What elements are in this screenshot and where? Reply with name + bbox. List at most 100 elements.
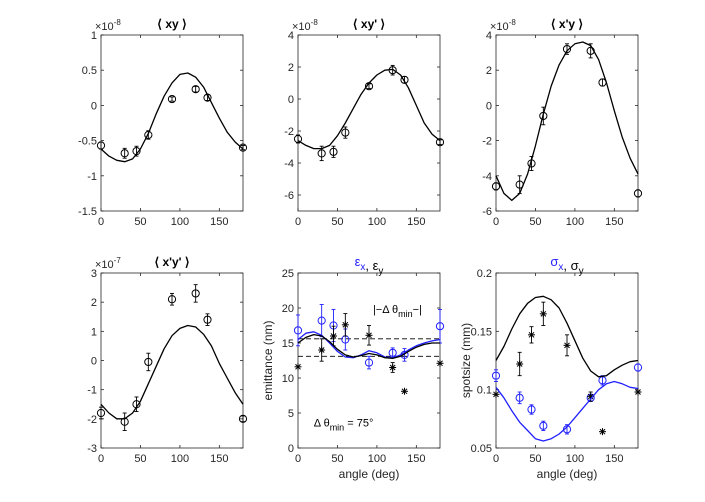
- fit-line-fit: [100, 324, 244, 420]
- y-tick-label: -0.5: [78, 136, 97, 148]
- y-tick-label: 0.5: [82, 65, 97, 77]
- star-stroke: [528, 331, 535, 338]
- y-axis-label: emittance (nm): [261, 320, 275, 400]
- data-point--x-measured: [515, 393, 524, 402]
- star-stroke: [318, 347, 325, 353]
- y-tick-label: 0.2: [477, 268, 492, 280]
- x-tick-label: 100: [368, 453, 386, 465]
- x-tick-label: 100: [171, 453, 189, 465]
- data-point-measured: [167, 295, 177, 304]
- data-point--x-measured: [491, 371, 501, 380]
- star-stroke: [599, 428, 606, 435]
- chart-title: ⟨ x'y' ⟩: [154, 255, 189, 269]
- x-tick-label: 50: [529, 453, 541, 465]
- chart-title: ⟨ x'y ⟩: [551, 17, 583, 31]
- data-point-measured: [191, 85, 200, 94]
- data-point--y-measured: [330, 332, 337, 340]
- data-point-measured: [120, 149, 129, 158]
- data-point-measured: [96, 408, 106, 418]
- data-point-measured: [341, 128, 350, 137]
- y-tick-label: 2: [91, 297, 97, 309]
- data-point-measured: [329, 147, 338, 156]
- y-tick-label: 15: [282, 338, 294, 350]
- y-tick-label: 0: [288, 443, 294, 455]
- y-tick-label: 4: [288, 30, 294, 42]
- x-tick-label: 50: [331, 453, 343, 465]
- y-tick-label: -2: [482, 136, 492, 148]
- data-point--y-measured: [389, 364, 397, 371]
- plot-area: [100, 34, 244, 212]
- exponent-label: ×10-8: [490, 18, 516, 33]
- x-tick-label: 100: [171, 216, 189, 228]
- annotation: Δ θmin = 75°: [314, 417, 374, 432]
- data-point-measured: [238, 143, 248, 152]
- data-point--y-measured: [492, 390, 500, 398]
- star-stroke: [587, 393, 594, 400]
- y-tick-label: 0: [91, 356, 97, 368]
- y-tick-label: -1: [87, 171, 97, 183]
- y-tick-label: 0.05: [471, 443, 492, 455]
- data-point--x-measured: [527, 405, 536, 414]
- x-tick-label: 0: [98, 216, 104, 228]
- y-tick-label: -6: [482, 206, 492, 218]
- y-tick-label: 10: [282, 373, 294, 385]
- data-point--y-measured: [401, 387, 408, 395]
- x-axis-label: angle (deg): [537, 467, 598, 481]
- y-tick-label: 0: [486, 100, 492, 112]
- x-tick-label: 0: [493, 216, 499, 228]
- star-stroke: [366, 332, 372, 339]
- y-tick-label: 20: [282, 303, 294, 315]
- y-tick-label: -6: [284, 190, 294, 202]
- data-point-measured: [144, 130, 153, 140]
- y-tick-label: 0: [91, 100, 97, 112]
- fit-line--y-fit: [297, 333, 440, 360]
- data-point--x-measured: [293, 326, 303, 335]
- x-tick-label: 50: [134, 453, 146, 465]
- y-tick-label: 1: [91, 326, 97, 338]
- y-tick-label: -2: [87, 414, 97, 426]
- star-stroke: [342, 321, 349, 328]
- y-tick-label: 0: [288, 94, 294, 106]
- data-point-measured: [633, 189, 643, 198]
- x-tick-label: 50: [331, 216, 343, 228]
- panel-p4: 0 50 100 150 -3 -2 -1 0 1 2 3×10-7 ⟨ x'y' ⟩: [87, 255, 248, 465]
- chart-title: εx, εy: [355, 254, 384, 277]
- star-stroke: [437, 360, 443, 367]
- star-stroke: [635, 389, 641, 395]
- fit-line--x-fit: [495, 380, 639, 442]
- x-tick-label: 150: [210, 216, 228, 228]
- chart-title: ⟨ xy ⟩: [157, 17, 186, 31]
- y-tick-label: -3: [87, 443, 97, 455]
- fit-line-fit: [495, 41, 639, 202]
- fit-line--y-fit: [495, 295, 639, 378]
- y-tick-label: -1.5: [78, 206, 97, 218]
- star-stroke: [330, 333, 337, 339]
- x-tick-label: 0: [295, 453, 301, 465]
- x-tick-label: 0: [493, 453, 499, 465]
- x-tick-label: 0: [98, 453, 104, 465]
- data-point-measured: [435, 138, 445, 147]
- chart-title: σx, σy: [550, 254, 583, 277]
- x-tick-label: 150: [407, 453, 425, 465]
- data-point-measured: [317, 149, 326, 158]
- data-point--x-measured: [364, 358, 374, 367]
- plot-area: [495, 272, 639, 449]
- data-point--x-measured: [435, 322, 445, 331]
- x-tick-label: 100: [566, 216, 584, 228]
- y-tick-label: 4: [486, 30, 492, 42]
- annotation: |−Δ θmin−|: [373, 304, 422, 319]
- data-point-measured: [293, 134, 303, 144]
- x-tick-label: 150: [210, 453, 228, 465]
- y-tick-label: 2: [486, 65, 492, 77]
- x-tick-label: 100: [368, 216, 386, 228]
- data-point--y-measured: [516, 360, 524, 368]
- star-stroke: [389, 364, 396, 371]
- y-tick-label: -2: [284, 126, 294, 138]
- exponent-label: ×10-7: [95, 256, 121, 271]
- data-point--y-measured: [634, 388, 642, 396]
- y-tick-label: -1: [87, 385, 97, 397]
- plot-area: [297, 34, 441, 212]
- data-point-measured: [167, 94, 177, 104]
- exponent-label: ×10-8: [95, 18, 121, 33]
